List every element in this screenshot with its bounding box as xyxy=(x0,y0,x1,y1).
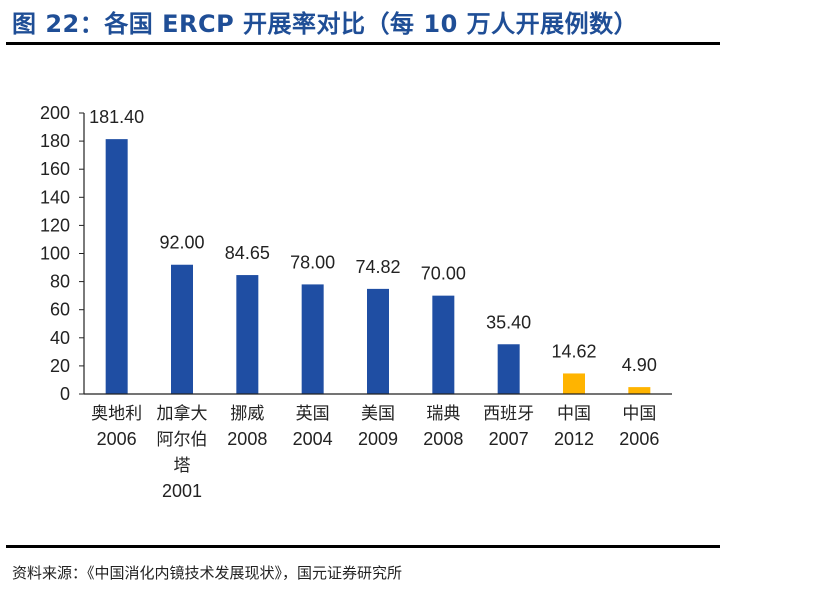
x-tick-label: 瑞典 xyxy=(426,404,460,424)
y-tick-label: 180 xyxy=(40,131,70,151)
x-tick-label: 英国 xyxy=(296,404,330,424)
x-tick-label: 2007 xyxy=(489,429,529,449)
x-tick-label: 2004 xyxy=(293,429,333,449)
x-tick-label: 2012 xyxy=(554,429,594,449)
y-tick-label: 80 xyxy=(50,272,70,292)
y-tick-label: 100 xyxy=(40,244,70,264)
bar xyxy=(432,295,455,394)
y-tick-label: 140 xyxy=(40,187,70,207)
x-tick-label: 2006 xyxy=(97,429,137,449)
data-label: 84.65 xyxy=(225,243,270,263)
x-tick-label: 中国 xyxy=(622,404,656,424)
x-tick-label: 阿尔伯 xyxy=(157,430,208,450)
bars xyxy=(105,139,651,394)
x-tick-label: 奥地利 xyxy=(91,404,142,424)
data-label: 70.00 xyxy=(421,264,466,284)
x-tick-label: 2009 xyxy=(358,429,398,449)
data-label: 74.82 xyxy=(355,257,400,277)
title-divider xyxy=(6,42,720,45)
x-tick-label: 塔 xyxy=(174,456,191,476)
bar xyxy=(105,139,128,394)
data-label: 92.00 xyxy=(159,233,204,253)
bar xyxy=(301,284,324,394)
y-axis-ticks: 0 20 40 60 80 100 120 140 160 180 200 xyxy=(40,103,84,404)
y-tick-label: 200 xyxy=(40,103,70,123)
bar xyxy=(497,344,520,394)
data-label: 181.40 xyxy=(89,107,144,127)
x-tick-label: 西班牙 xyxy=(483,404,534,424)
bar xyxy=(563,373,585,394)
bar xyxy=(236,275,259,394)
data-label: 4.90 xyxy=(622,355,657,375)
bar-chart: 0 20 40 60 80 100 120 140 160 180 200 181.40 92.00 8… xyxy=(40,103,672,501)
chart-title: 图 22：各国 ERCP 开展率对比（每 10 万人开展例数） xyxy=(12,10,639,38)
y-tick-label: 0 xyxy=(60,384,70,404)
data-label: 14.62 xyxy=(551,341,596,361)
bar xyxy=(171,264,193,394)
y-tick-label: 120 xyxy=(40,215,70,235)
x-tick-label: 中国 xyxy=(557,404,591,424)
x-tick-label: 挪威 xyxy=(230,404,264,424)
x-tick-label: 2008 xyxy=(227,429,267,449)
y-tick-label: 160 xyxy=(40,159,70,179)
source-note: 资料来源：《中国消化内镜技术发展现状》，国元证券研究所 xyxy=(12,564,403,582)
bar xyxy=(367,288,389,394)
footer-divider xyxy=(6,545,720,548)
value-labels: 181.40 92.00 84.65 78.00 74.82 70.00 35.40 14.6… xyxy=(89,107,657,375)
x-tick-label: 2001 xyxy=(162,481,202,501)
y-tick-label: 60 xyxy=(50,300,70,320)
x-tick-label: 2008 xyxy=(423,429,463,449)
x-tick-label: 2006 xyxy=(619,429,659,449)
x-tick-label: 美国 xyxy=(361,404,395,424)
bar xyxy=(628,387,651,394)
x-tick-label: 加拿大 xyxy=(157,403,208,424)
y-tick-label: 20 xyxy=(50,356,70,376)
data-label: 35.40 xyxy=(486,312,531,332)
y-tick-label: 40 xyxy=(50,328,70,348)
data-label: 78.00 xyxy=(290,252,335,272)
